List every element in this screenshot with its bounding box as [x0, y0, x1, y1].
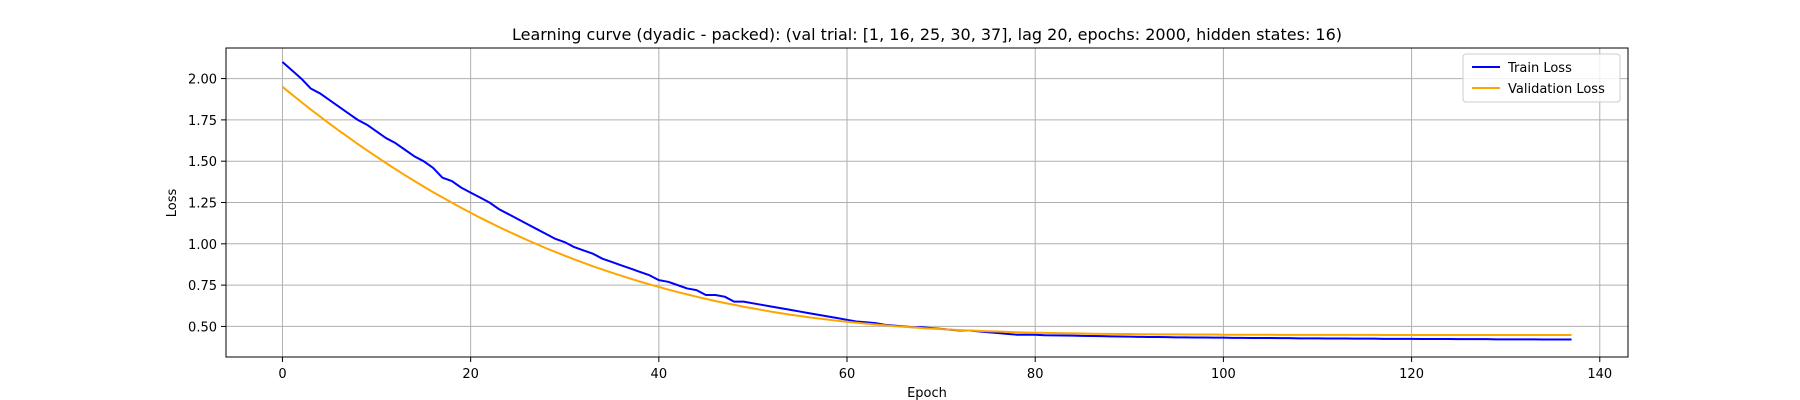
legend-box: [1462, 53, 1621, 103]
series-line-validation-loss: [281, 86, 1572, 337]
legend-label-validation-loss: Validation Loss: [1508, 82, 1605, 97]
y-tick-label: 0.50: [188, 320, 217, 335]
ticks: 0 20 40 60 80 100 120 140 0.50 0.75 1.00 1.25 1.50 1.…: [188, 73, 1612, 382]
x-tick-label: 0: [278, 367, 286, 382]
y-tick-label: 1.25: [188, 197, 217, 212]
x-tick-label: 80: [1027, 367, 1044, 382]
legend-label-train-loss: Train Loss: [1507, 61, 1572, 76]
x-tick-label: 140: [1587, 367, 1612, 382]
x-tick-label: 60: [839, 367, 856, 382]
x-tick-label: 120: [1399, 367, 1424, 382]
x-tick-label: 100: [1211, 367, 1236, 382]
x-tick-label: 20: [462, 367, 479, 382]
chart-title: Learning curve (dyadic - packed): (val t…: [512, 25, 1342, 44]
y-tick-label: 1.75: [188, 114, 217, 129]
y-tick-label: 1.50: [188, 155, 217, 170]
series-layer: [281, 61, 1572, 341]
y-tick-label: 1.00: [188, 238, 217, 253]
y-tick-label: 0.75: [188, 279, 217, 294]
y-tick-label: 2.00: [188, 73, 217, 88]
legend: Train Loss Validation Loss: [1462, 53, 1621, 103]
x-tick-label: 40: [651, 367, 668, 382]
y-axis-label: Loss: [165, 189, 180, 218]
x-axis-label: Epoch: [907, 386, 947, 400]
